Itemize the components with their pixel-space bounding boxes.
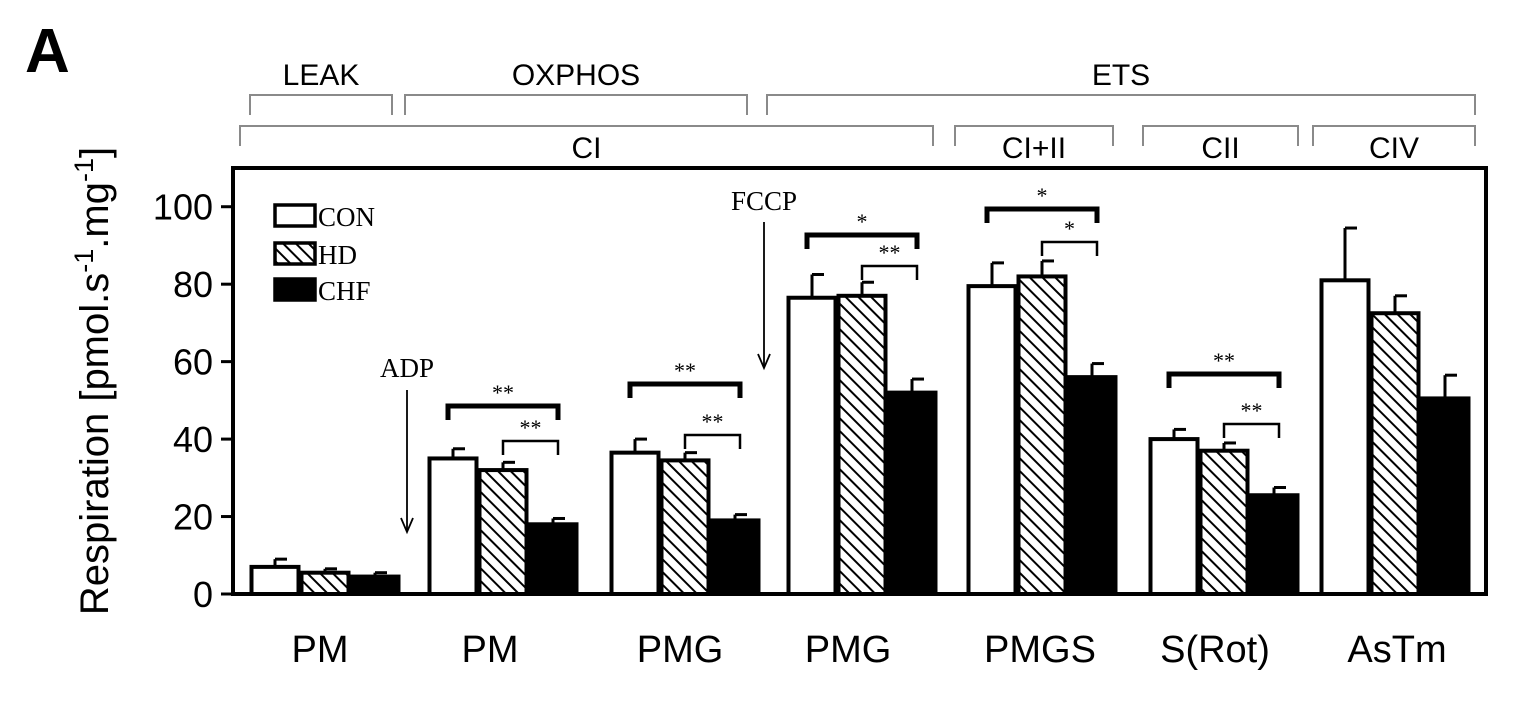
significance-bracket-1 [501,439,560,455]
complex-bracket-1 [954,125,1114,146]
x-category-label-6: AsTm [1347,629,1446,671]
significance-label-6: * [1037,183,1048,208]
legend-label-hd: HD [318,240,357,270]
bar-con-1 [427,456,479,597]
y-axis: 0 20 40 60 80 100 [153,187,233,615]
significance-bracket-9 [1222,422,1281,438]
x-axis: PM PM PMG PMG PMGS S(Rot) AsTm [292,629,1447,671]
significance-bracket-6 [984,206,1100,223]
significance-bracket-5 [860,264,919,280]
plot-frame [231,166,1488,596]
bar-chf-2 [709,518,761,596]
state-bracket-ets [766,94,1476,115]
bar-con-0 [249,564,301,597]
legend-swatch-con [273,203,317,228]
x-category-label-2: PMG [637,629,724,671]
bar-con-3 [786,295,838,596]
bar-chf-0 [349,574,401,597]
panel-label: A [25,17,70,86]
y-tick-label-40: 40 [173,419,213,460]
complex-label-1: CI+II [1002,132,1066,165]
significance-label-8: ** [1213,348,1235,373]
y-axis-label-end: ] [73,147,117,158]
y-tick-label-0: 0 [193,574,213,615]
bar-con-2 [609,450,661,596]
state-label-ets: ETS [1092,59,1150,92]
protocol-brackets: LEAK OXPHOS ETS CI CI+II CII CIV [239,59,1476,165]
legend-label-con: CON [318,202,375,232]
significance-label-1: ** [520,415,542,440]
y-axis-label-group: Respiration [pmol.s-1.mg-1] [69,147,117,615]
bar-con-4 [966,284,1018,596]
arrow-head-adp [400,517,414,535]
y-tick-label-20: 20 [173,497,213,538]
complex-bracket-3 [1312,125,1476,146]
y-tick-label-100: 100 [153,187,213,228]
significance-label-7: * [1064,216,1075,241]
bar-chf-3 [886,390,938,597]
x-category-label-1: PM [462,629,519,671]
state-bracket-leak [249,94,393,115]
y-axis-label: Respiration [pmol.s-1.mg-1] [69,147,117,615]
bar-chf-4 [1066,375,1118,596]
arrow-head-fccp [757,353,771,371]
legend-label-chf: CHF [318,276,371,306]
arrow-label-fccp: FCCP [731,186,797,216]
significance-bracket-0 [445,403,561,420]
bar-hd-5 [1198,448,1250,596]
complex-label-0: CI [572,132,602,165]
bar-con-6 [1319,278,1371,596]
complex-bracket-2 [1142,125,1299,146]
bar-hd-4 [1016,274,1068,596]
significance-bracket-4 [804,232,920,249]
y-tick-label-60: 60 [173,342,213,383]
significance-bracket-3 [683,433,742,449]
x-category-label-5: S(Rot) [1160,629,1270,671]
y-axis-label-mid: .mg [73,182,117,249]
state-label-oxphos: OXPHOS [512,59,640,92]
significance-label-4: * [857,209,868,234]
significance-bracket-2 [627,381,743,398]
complex-bracket-0 [239,125,934,146]
x-category-label-3: PMG [805,629,892,671]
significance-label-0: ** [492,380,514,405]
bar-hd-3 [836,293,888,596]
state-label-leak: LEAK [283,59,360,92]
bar-hd-0 [299,570,351,597]
bar-hd-1 [477,468,529,596]
bar-hd-2 [659,458,711,596]
y-tick-label-80: 80 [173,264,213,305]
bar-chf-1 [527,522,579,596]
significance-label-2: ** [674,358,696,383]
bar-hd-6 [1369,311,1421,596]
y-axis-label-sup1: -1 [69,249,99,273]
legend-swatch-chf [273,277,317,302]
y-axis-label-base: Respiration [pmol.s [73,273,117,615]
bar-con-5 [1148,437,1200,596]
x-category-label-0: PM [292,629,349,671]
legend-swatch-hd [273,241,317,266]
legend: CON HD CHF [273,202,375,306]
significance-label-9: ** [1241,398,1263,423]
significance-label-3: ** [702,409,724,434]
state-bracket-oxphos [404,94,748,115]
significance-label-5: ** [879,240,901,265]
arrow-label-adp: ADP [380,353,434,383]
significance-bracket-7 [1040,240,1099,256]
bar-chf-5 [1248,493,1300,596]
bar-chf-6 [1419,396,1471,596]
significance-bracket-8 [1166,371,1282,388]
complex-label-3: CIV [1369,132,1419,165]
y-axis-label-sup2: -1 [69,158,99,182]
plot-area [231,166,1488,597]
x-category-label-4: PMGS [984,629,1096,671]
complex-label-2: CII [1201,132,1239,165]
